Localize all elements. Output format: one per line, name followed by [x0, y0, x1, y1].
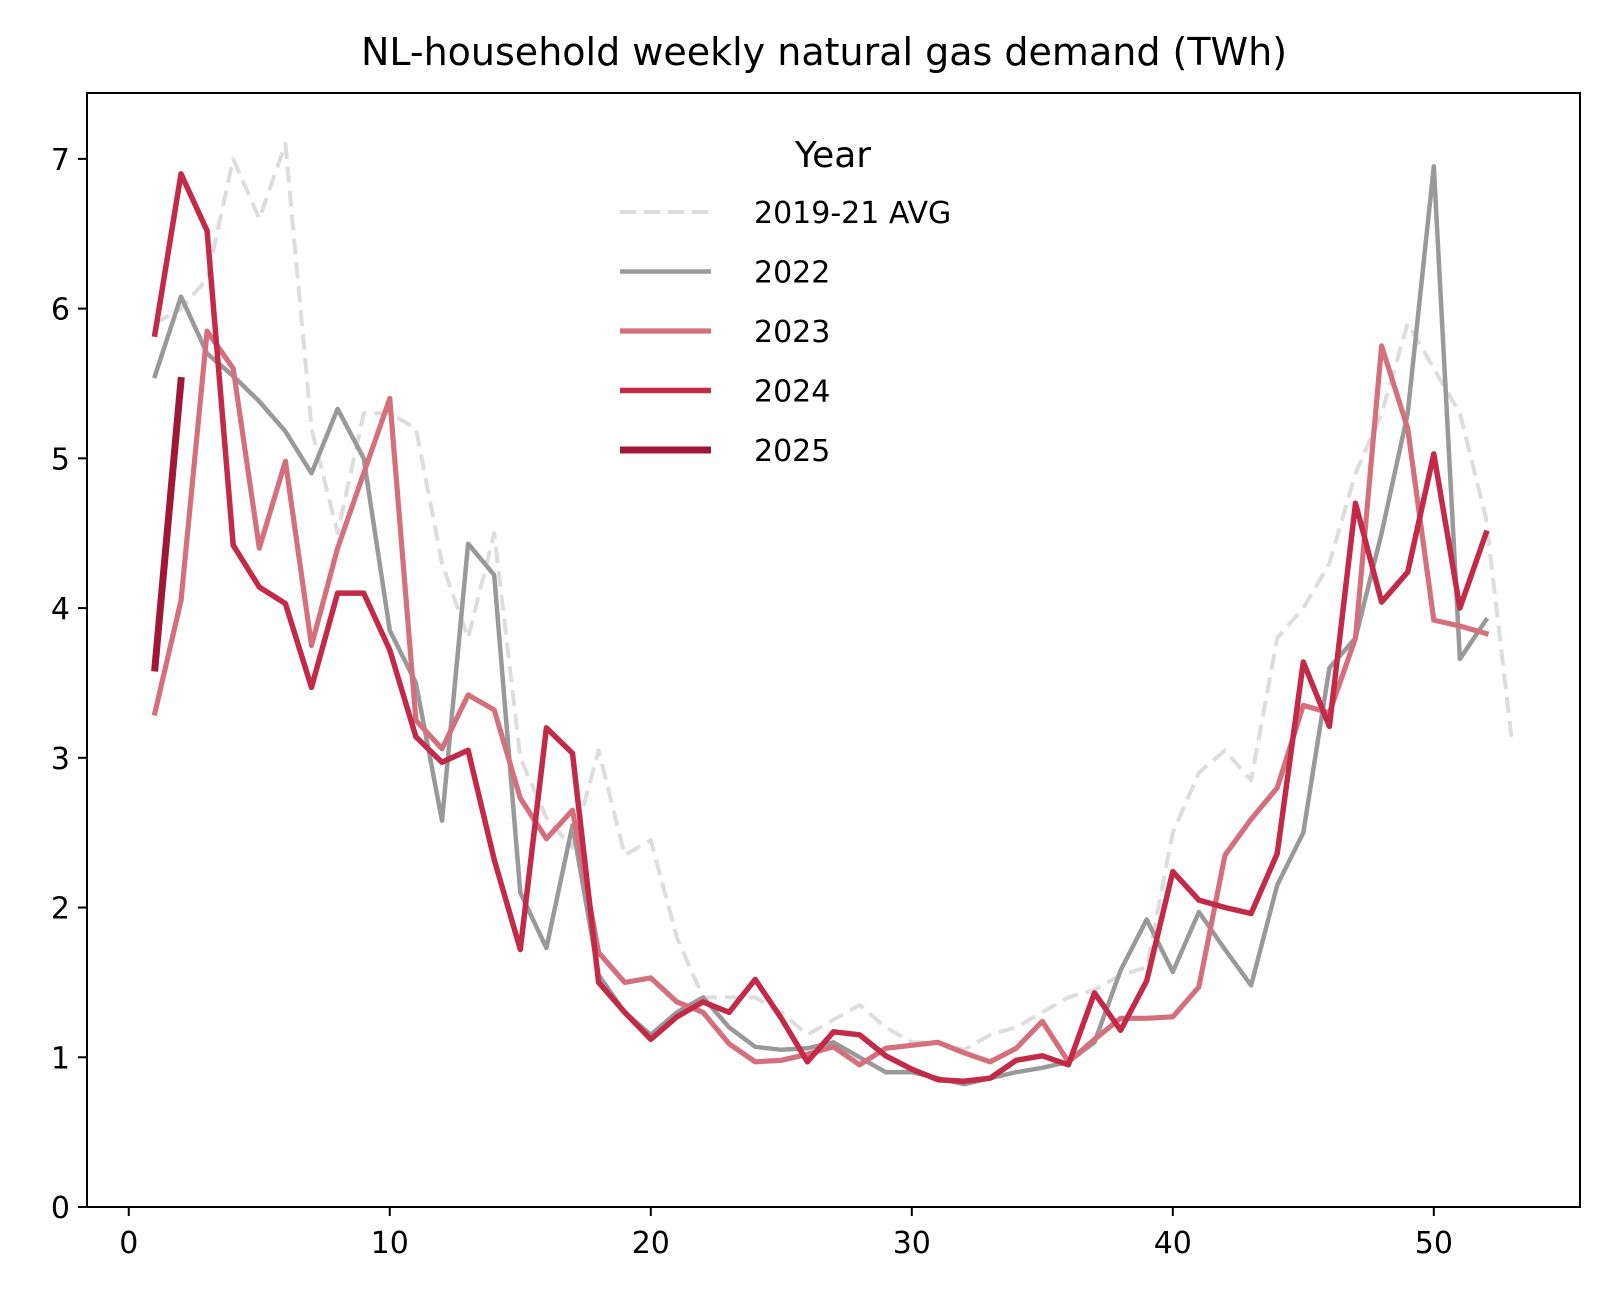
- y-tick-label: 3: [51, 742, 70, 777]
- chart-title: NL-household weekly natural gas demand (…: [361, 30, 1287, 74]
- legend-label: 2024: [754, 375, 830, 410]
- series-line-2024: [151, 171, 1490, 1084]
- y-tick-label: 2: [51, 892, 70, 927]
- y-tick-label: 1: [51, 1041, 70, 1076]
- series-line-2019-21-avg: [153, 141, 1515, 1052]
- legend-label: 2022: [754, 256, 830, 291]
- series-line-2025: [151, 376, 185, 672]
- series-layer: [151, 141, 1515, 1087]
- legend-items: 2019-21 AVG 2022 2023 2024 2025: [620, 196, 951, 469]
- y-tick-label: 7: [51, 143, 70, 178]
- legend-label: 2025: [754, 434, 830, 469]
- x-tick-label: 10: [371, 1226, 409, 1261]
- y-tick-label: 4: [51, 592, 70, 627]
- x-tick-label: 40: [1154, 1226, 1192, 1261]
- x-tick-label: 50: [1415, 1226, 1453, 1261]
- plot-area: [86, 92, 1581, 1208]
- y-tick-label: 0: [51, 1191, 70, 1226]
- x-tick-label: 20: [632, 1226, 670, 1261]
- y-axis: 0 1 2 3 4 5 6 7: [51, 143, 87, 1226]
- x-axis: 0 10 20 30 40 50: [119, 1207, 1453, 1261]
- legend-label: 2023: [754, 315, 830, 350]
- y-tick-label: 6: [51, 293, 70, 328]
- plot-background: [87, 93, 1580, 1207]
- legend-label: 2019-21 AVG: [754, 196, 951, 231]
- legend: Year 2019-21 AVG 2022 2023 2024 2025: [620, 135, 951, 469]
- x-tick-label: 30: [893, 1226, 931, 1261]
- y-tick-label: 5: [51, 442, 70, 477]
- x-tick-label: 0: [119, 1226, 138, 1261]
- plot-frame: [86, 92, 1581, 1208]
- legend-title: Year: [794, 135, 871, 176]
